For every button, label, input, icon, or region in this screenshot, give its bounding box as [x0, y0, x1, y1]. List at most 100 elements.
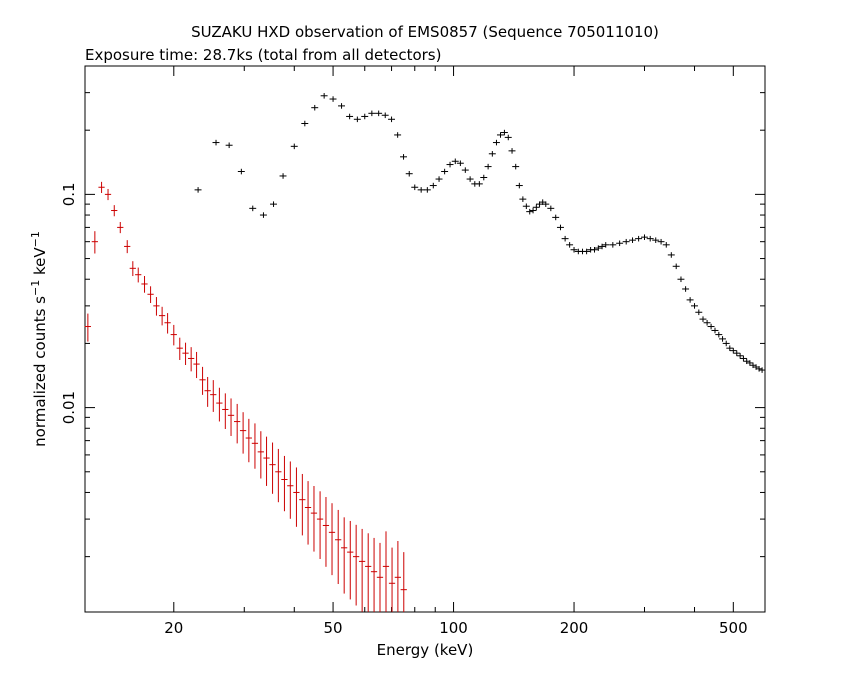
data-point: [629, 237, 636, 243]
y-axis-label: normalized counts s−1 keV−1: [29, 231, 49, 447]
chart-subtitle: Exposure time: 28.7ks (total from all de…: [85, 46, 441, 64]
data-point: [187, 347, 195, 372]
y-axis-label-exp2: −1: [29, 231, 42, 247]
data-point: [583, 248, 591, 255]
y-axis-label-mid: keV: [31, 247, 49, 280]
data-point: [488, 151, 496, 157]
data-point: [234, 403, 241, 444]
data-point: [466, 176, 474, 182]
data-point: [729, 347, 737, 354]
data-point: [616, 240, 624, 247]
data-point: [622, 238, 630, 245]
x-tick-label: 500: [719, 619, 748, 637]
data-point: [227, 398, 235, 436]
data-point: [153, 297, 160, 316]
x-tick-label: 200: [560, 619, 589, 637]
data-point: [635, 235, 643, 242]
data-point: [641, 234, 648, 240]
data-point: [194, 187, 202, 193]
y-tick-label: 0.01: [60, 391, 78, 424]
data-point: [400, 154, 407, 160]
data-point: [176, 337, 183, 361]
data-point: [341, 517, 348, 594]
data-point: [646, 235, 654, 242]
data-point: [245, 418, 252, 463]
data-point: [695, 309, 703, 316]
data-point: [394, 132, 402, 138]
data-point: [352, 524, 360, 606]
data-point: [382, 531, 390, 612]
series-group: [84, 93, 766, 612]
x-tick-labels: 20 50 100 200 500: [164, 619, 747, 637]
y-tick-label: 0.1: [60, 182, 78, 206]
data-point: [91, 231, 98, 254]
data-point: [249, 205, 257, 212]
data-point: [504, 134, 512, 141]
data-point: [263, 436, 270, 486]
data-point: [556, 224, 564, 231]
data-point: [147, 286, 154, 304]
data-point: [204, 376, 211, 407]
series-2: [194, 93, 766, 373]
data-point: [259, 212, 267, 218]
data-point: [84, 313, 91, 342]
data-point: [135, 267, 142, 283]
data-point: [329, 96, 337, 102]
data-point: [519, 196, 527, 202]
data-point: [394, 540, 401, 612]
data-point: [598, 243, 606, 250]
data-point: [361, 113, 369, 120]
data-point: [199, 366, 206, 395]
data-point: [347, 520, 354, 600]
data-point: [561, 235, 569, 242]
data-point: [508, 148, 516, 154]
data-point: [257, 431, 264, 479]
data-point: [400, 552, 407, 612]
data-point: [733, 350, 741, 356]
data-point: [405, 170, 413, 177]
data-point: [381, 112, 389, 119]
data-point: [287, 461, 294, 519]
data-point: [170, 324, 177, 346]
data-point: [279, 173, 287, 179]
data-point: [715, 331, 723, 338]
data-point: [570, 246, 578, 253]
data-point: [722, 340, 730, 347]
x-tick-label: 100: [439, 619, 468, 637]
data-point: [707, 323, 715, 330]
data-point: [358, 528, 366, 612]
data-point: [388, 116, 395, 123]
data-point: [512, 163, 520, 170]
data-point: [532, 204, 540, 211]
y-axis-label-exp1: −1: [29, 280, 42, 296]
data-point: [141, 275, 148, 293]
data-point: [210, 380, 217, 412]
data-point: [755, 366, 763, 372]
data-point: [376, 542, 384, 612]
data-point: [158, 306, 166, 326]
data-point: [590, 246, 598, 253]
chart-title: SUZAKU HXD observation of EMS0857 (Seque…: [191, 23, 659, 41]
data-point: [182, 342, 189, 366]
data-point: [522, 203, 530, 210]
data-point: [304, 481, 312, 545]
data-point: [311, 104, 319, 111]
data-point: [429, 182, 437, 189]
data-point: [310, 486, 318, 552]
data-point: [652, 237, 660, 243]
data-point: [316, 491, 324, 559]
data-point: [526, 208, 534, 215]
data-point: [225, 142, 233, 149]
data-point: [164, 313, 171, 334]
data-point: [239, 412, 247, 454]
y-tick-labels: 0.01 0.1: [60, 182, 78, 424]
x-tick-label: 50: [324, 619, 343, 637]
data-point: [667, 252, 675, 258]
data-point: [699, 316, 707, 322]
data-point: [216, 387, 223, 422]
data-point: [388, 547, 396, 612]
data-point: [480, 174, 488, 181]
plot-frame: [84, 65, 766, 613]
data-point: [417, 187, 425, 193]
data-point: [758, 367, 766, 373]
